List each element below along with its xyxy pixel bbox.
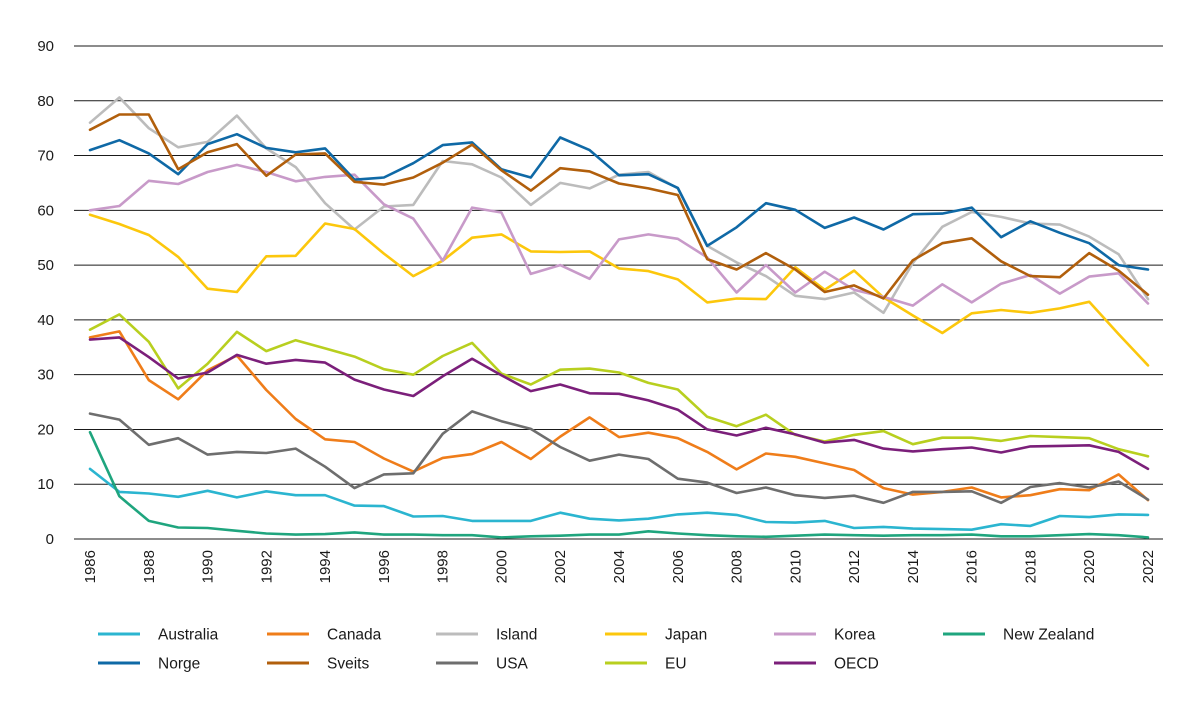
x-tick-label: 1996: [376, 550, 393, 583]
x-tick-label: 1998: [435, 550, 452, 583]
y-tick-label: 90: [37, 38, 54, 55]
x-tick-label: 2016: [964, 550, 981, 583]
legend-label-japan: Japan: [665, 627, 707, 644]
y-tick-label: 20: [37, 421, 54, 438]
y-tick-label: 60: [37, 202, 54, 219]
x-tick-label: 1994: [317, 550, 334, 583]
legend-label-usa: USA: [496, 656, 529, 673]
x-tick-label: 2010: [787, 550, 804, 583]
gridlines: [74, 45, 1163, 540]
x-axis-tick-labels: 1986 1988 1990 1992 1994 1996 1998 2000 2002 2004…: [82, 550, 1157, 583]
x-tick-label: 2002: [552, 550, 569, 583]
x-tick-label: 2018: [1022, 550, 1039, 583]
legend-label-australia: Australia: [158, 627, 219, 644]
x-tick-label: 2022: [1140, 550, 1157, 583]
series-line-sveits: [88, 113, 1150, 300]
series-line-usa: [88, 410, 1150, 505]
x-tick-label: 2000: [493, 550, 510, 583]
legend-label-island: Island: [496, 627, 537, 644]
legend-label-norge: Norge: [158, 656, 200, 673]
series-line-new-zealand: [88, 430, 1150, 539]
legend-label-new-zealand: New Zealand: [1003, 627, 1094, 644]
x-tick-label: 2004: [611, 550, 628, 583]
x-tick-label: 2014: [905, 550, 922, 583]
legend-label-eu: EU: [665, 656, 687, 673]
legend: Australia Canada Island Japan Korea New Zeala…: [98, 627, 1094, 673]
x-tick-label: 2006: [670, 550, 687, 583]
x-tick-label: 1988: [141, 550, 158, 583]
x-tick-label: 2020: [1081, 550, 1098, 583]
legend-label-oecd: OECD: [834, 656, 879, 673]
y-tick-label: 10: [37, 476, 54, 493]
y-tick-label: 40: [37, 312, 54, 329]
y-tick-label: 30: [37, 367, 54, 384]
legend-label-korea: Korea: [834, 627, 876, 644]
series-line-oecd: [88, 336, 1150, 471]
x-tick-label: 2012: [846, 550, 863, 583]
series-line-canada: [88, 330, 1150, 502]
series-lines: [88, 96, 1150, 539]
x-tick-label: 1990: [200, 550, 217, 583]
series-line-korea: [88, 163, 1150, 307]
x-tick-label: 1986: [82, 550, 99, 583]
y-tick-label: 80: [37, 93, 54, 110]
x-tick-label: 1992: [258, 550, 275, 583]
legend-label-canada: Canada: [327, 627, 382, 644]
legend-label-sveits: Sveits: [327, 656, 369, 673]
y-tick-label: 50: [37, 257, 54, 274]
series-line-japan: [88, 213, 1150, 367]
series-line-eu: [88, 313, 1150, 458]
y-tick-label: 0: [46, 531, 54, 548]
series-line-island: [88, 96, 1150, 315]
series-line-norge: [88, 132, 1150, 271]
y-tick-label: 70: [37, 148, 54, 165]
series-line-australia: [88, 467, 1150, 532]
x-tick-label: 2008: [729, 550, 746, 583]
y-axis-tick-labels: 0 10 20 30 40 50 60 70 80 90: [37, 38, 54, 548]
